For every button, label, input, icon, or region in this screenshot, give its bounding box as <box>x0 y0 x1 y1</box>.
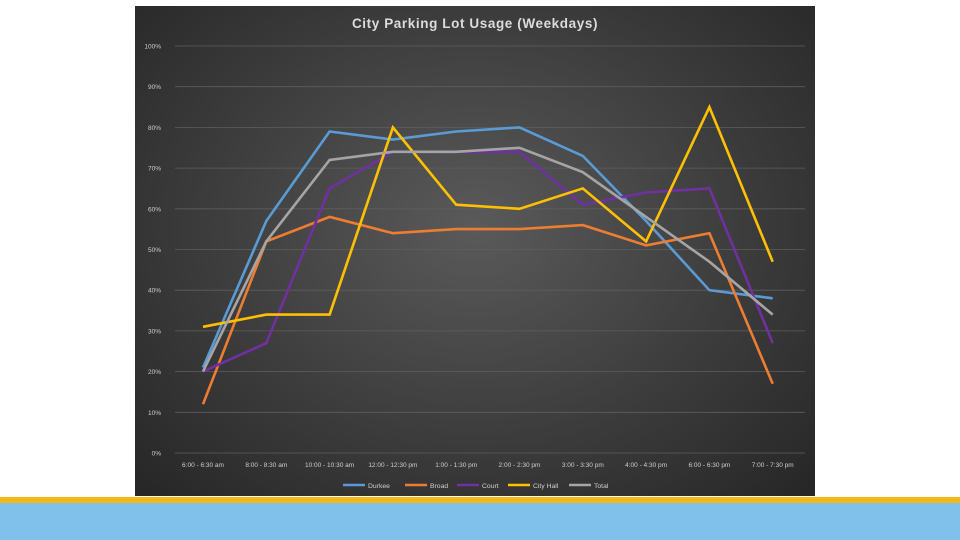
legend: Durkee Broad Court City Hall Total <box>343 483 609 490</box>
x-tick-label: 10:00 - 10:30 am <box>305 462 354 469</box>
series-line-court <box>202 150 774 373</box>
y-tick-label: 80% <box>148 125 161 132</box>
x-tick-label: 8:00 - 8:30 am <box>245 462 287 469</box>
legend-label: Durkee <box>368 483 390 490</box>
chart-panel: City Parking Lot Usage (Weekdays) 0% 10% 2… <box>135 6 815 496</box>
x-tick-label: 6:00 - 6:30 pm <box>688 462 730 469</box>
series-line-city-hall <box>202 103 774 329</box>
legend-label: Total <box>594 483 609 490</box>
x-tick-label: 12:00 - 12:30 pm <box>368 462 417 469</box>
legend-label: Court <box>482 483 499 490</box>
series-line-durkee <box>201 126 773 369</box>
x-tick-label: 6:00 - 6:30 am <box>182 462 224 469</box>
x-axis-tick-labels: 6:00 - 6:30 am 8:00 - 8:30 am 10:00 - 10:3… <box>182 462 794 469</box>
y-tick-label: 10% <box>148 410 161 417</box>
series-lines <box>201 103 774 405</box>
x-tick-label: 1:00 - 1:30 pm <box>435 462 477 469</box>
y-tick-label: 100% <box>144 44 161 51</box>
y-tick-label: 30% <box>148 328 161 335</box>
y-tick-label: 40% <box>148 288 161 295</box>
y-tick-label: 60% <box>148 206 161 213</box>
x-tick-label: 7:00 - 7:30 pm <box>752 462 794 469</box>
y-tick-label: 50% <box>148 247 161 254</box>
y-tick-label: 90% <box>148 84 161 91</box>
chart-title: City Parking Lot Usage (Weekdays) <box>352 16 598 31</box>
y-tick-label: 0% <box>152 451 162 458</box>
line-chart: City Parking Lot Usage (Weekdays) 0% 10% 2… <box>144 16 805 490</box>
x-tick-label: 2:00 - 2:30 pm <box>499 462 541 469</box>
y-tick-label: 70% <box>148 166 161 173</box>
gridlines <box>175 45 805 454</box>
y-axis-tick-labels: 0% 10% 20% 30% 40% 50% 60% 70% 80% 90% 100% <box>144 44 161 458</box>
series-line-total <box>201 146 774 373</box>
footer-accent-bar <box>0 497 960 503</box>
x-tick-label: 3:00 - 3:30 pm <box>562 462 604 469</box>
x-tick-label: 4:00 - 4:30 pm <box>625 462 667 469</box>
y-tick-label: 20% <box>148 369 161 376</box>
legend-label: Broad <box>430 483 448 490</box>
legend-label: City Hall <box>533 483 559 490</box>
footer-band <box>0 503 960 540</box>
